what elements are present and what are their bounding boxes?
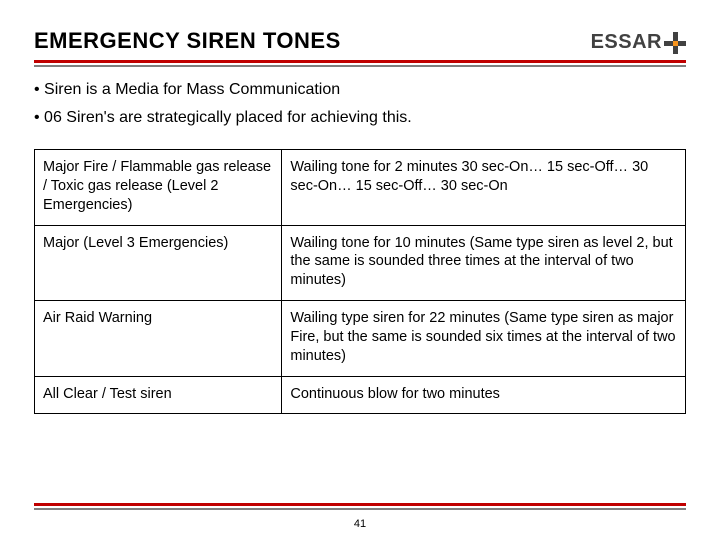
bullet-2: • 06 Siren's are strategically placed fo… [34, 109, 686, 127]
title-underline-gray [34, 65, 686, 67]
title-underline-red [34, 60, 686, 63]
tone-label: All Clear / Test siren [35, 376, 282, 414]
tone-desc: Wailing type siren for 22 minutes (Same … [282, 301, 686, 377]
tone-desc: Wailing tone for 2 minutes 30 sec-On… 15… [282, 150, 686, 226]
page-title: EMERGENCY SIREN TONES [34, 28, 341, 54]
table-row: All Clear / Test siren Continuous blow f… [35, 376, 686, 414]
tone-label: Air Raid Warning [35, 301, 282, 377]
footer-divider [34, 503, 686, 510]
table-row: Major (Level 3 Emergencies) Wailing tone… [35, 225, 686, 301]
logo-text: ESSAR [591, 31, 662, 54]
tone-desc: Continuous blow for two minutes [282, 376, 686, 414]
logo-plus-icon [664, 32, 686, 54]
table-row: Major Fire / Flammable gas release / Tox… [35, 150, 686, 226]
siren-tones-table: Major Fire / Flammable gas release / Tox… [34, 149, 686, 414]
page-number: 41 [0, 518, 720, 530]
tone-label: Major (Level 3 Emergencies) [35, 225, 282, 301]
bullet-1: • Siren is a Media for Mass Communicatio… [34, 81, 686, 99]
header-row: EMERGENCY SIREN TONES ESSAR [34, 28, 686, 54]
table-row: Air Raid Warning Wailing type siren for … [35, 301, 686, 377]
tone-desc: Wailing tone for 10 minutes (Same type s… [282, 225, 686, 301]
brand-logo: ESSAR [591, 31, 686, 54]
tone-label: Major Fire / Flammable gas release / Tox… [35, 150, 282, 226]
